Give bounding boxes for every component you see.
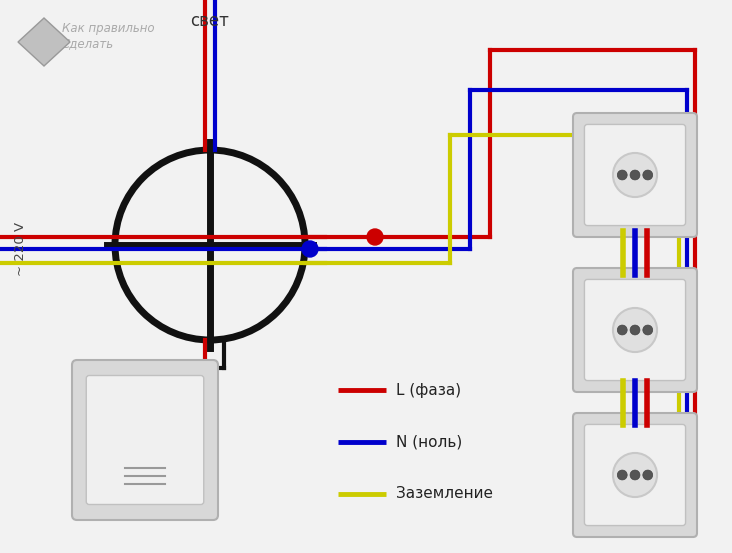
Circle shape (643, 470, 653, 480)
Text: Как правильно
Сделать: Как правильно Сделать (62, 22, 154, 50)
Circle shape (617, 170, 627, 180)
Circle shape (630, 325, 640, 335)
Text: свет: свет (190, 12, 229, 30)
FancyBboxPatch shape (86, 375, 203, 504)
Text: N (ноль): N (ноль) (396, 435, 462, 450)
Circle shape (630, 170, 640, 180)
Circle shape (613, 153, 657, 197)
FancyBboxPatch shape (72, 360, 218, 520)
Polygon shape (18, 18, 70, 66)
Circle shape (302, 241, 318, 257)
FancyBboxPatch shape (584, 279, 686, 380)
FancyBboxPatch shape (584, 425, 686, 525)
FancyBboxPatch shape (573, 413, 697, 537)
FancyBboxPatch shape (573, 113, 697, 237)
Circle shape (630, 470, 640, 480)
Text: ~ 220 V: ~ 220 V (14, 222, 27, 276)
Circle shape (613, 453, 657, 497)
Circle shape (643, 325, 653, 335)
Text: Заземление: Заземление (396, 487, 493, 502)
FancyBboxPatch shape (584, 124, 686, 226)
Circle shape (617, 325, 627, 335)
Text: L (фаза): L (фаза) (396, 383, 461, 398)
Circle shape (617, 470, 627, 480)
Circle shape (613, 308, 657, 352)
Circle shape (643, 170, 653, 180)
Circle shape (367, 229, 383, 245)
FancyBboxPatch shape (573, 268, 697, 392)
